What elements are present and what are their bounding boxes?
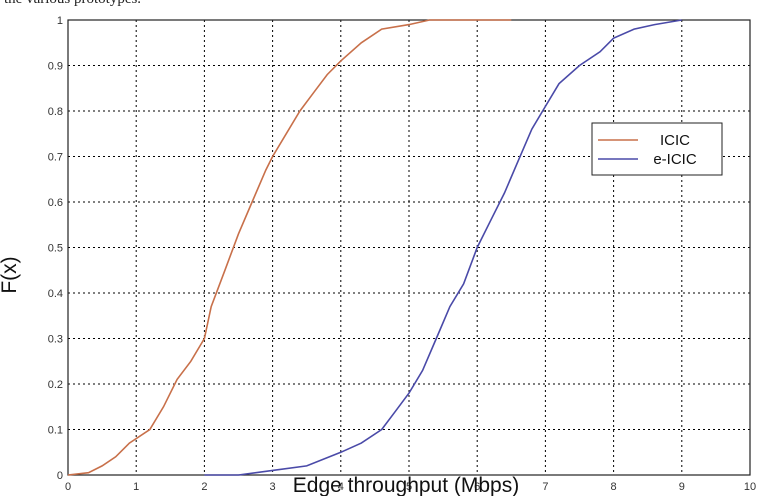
y-tick-label: 0.1 [48, 425, 63, 437]
x-tick-labels: 0 1 2 3 4 5 6 7 8 9 10 [65, 481, 756, 493]
y-tick-label: 0 [57, 470, 63, 482]
y-tick-labels: 0 0.1 0.2 0.3 0.4 0.5 0.6 0.7 0.8 0.9 1 [48, 15, 63, 482]
top-caption: the various prototypes. [4, 0, 141, 8]
plot-border [67, 19, 751, 476]
series-lines [67, 19, 682, 476]
y-tick-label: 0.6 [48, 197, 63, 209]
grid-lines [68, 20, 750, 475]
y-axis-label: F(x) [0, 256, 21, 293]
x-tick-label: 5 [406, 481, 412, 493]
series-line-e-ICIC [204, 19, 682, 476]
x-axis-label: Edge throughput (Mbps) [293, 474, 519, 496]
series-line-ICIC [67, 19, 512, 476]
y-tick-label: 0.2 [48, 379, 63, 391]
x-tick-label: 10 [744, 481, 756, 493]
x-tick-label: 8 [611, 481, 617, 493]
y-tick-label: 0.9 [48, 61, 63, 73]
x-tick-label: 2 [201, 481, 207, 493]
y-tick-label: 0.4 [48, 288, 63, 300]
y-tick-label: 0.7 [48, 152, 63, 164]
x-tick-label: 6 [474, 481, 480, 493]
legend-label: e-ICIC [653, 151, 697, 168]
y-tick-label: 0.8 [48, 106, 63, 118]
legend-box [591, 122, 723, 176]
plot-frame [67, 19, 751, 476]
x-tick-label: 7 [542, 481, 548, 493]
y-tick-label: 1 [57, 15, 63, 27]
legend-label: ICIC [660, 132, 690, 149]
legend: ICIC e-ICIC [591, 122, 723, 176]
x-tick-label: 9 [679, 481, 685, 493]
x-tick-label: 0 [65, 481, 71, 493]
x-tick-label: 1 [133, 481, 139, 493]
y-tick-label: 0.3 [48, 334, 63, 346]
x-tick-label: 4 [338, 481, 344, 493]
x-tick-label: 3 [270, 481, 276, 493]
y-tick-label: 0.5 [48, 243, 63, 255]
